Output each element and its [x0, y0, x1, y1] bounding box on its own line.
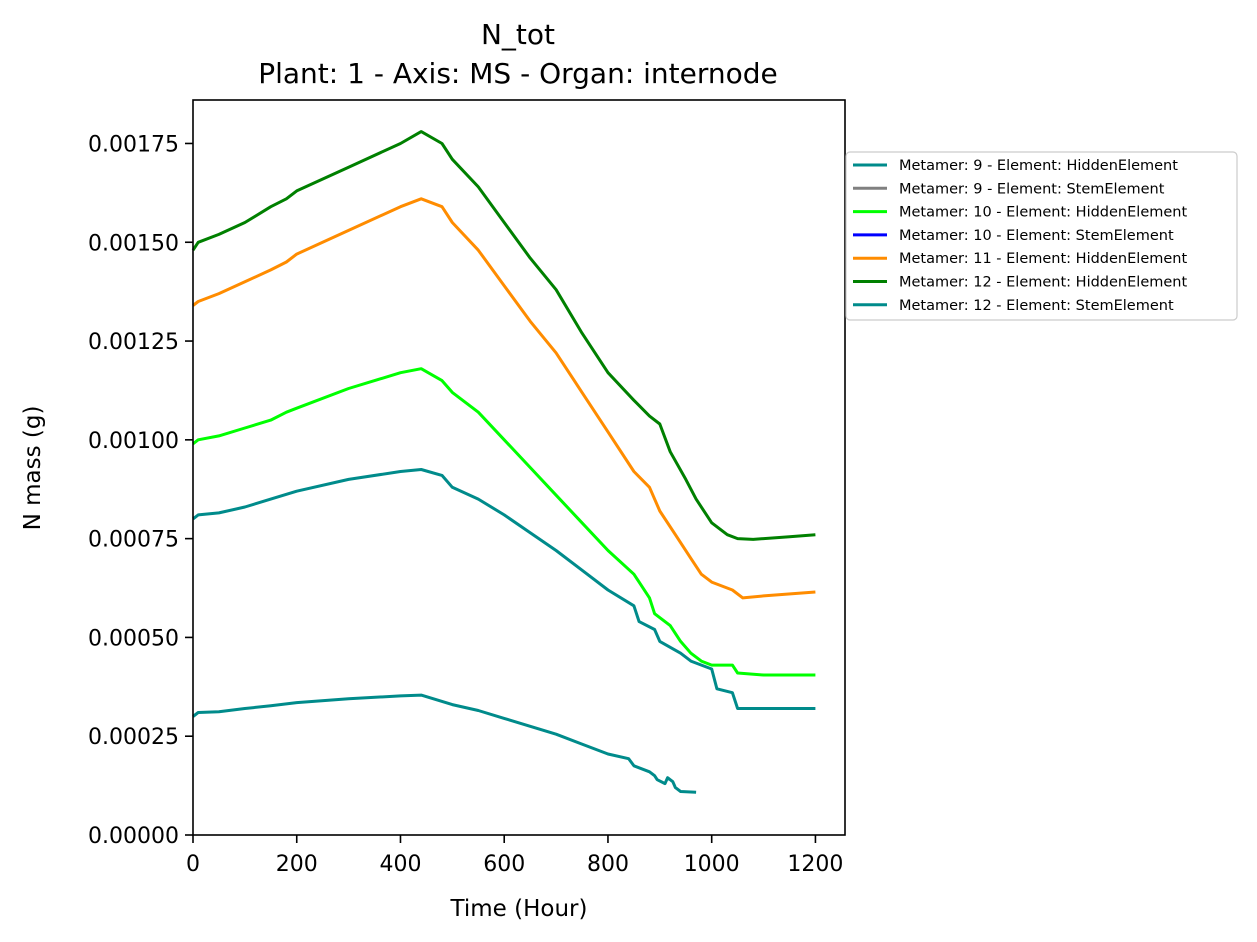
y-axis-label: N mass (g) [20, 406, 46, 531]
x-tick-label: 200 [276, 852, 318, 877]
series-line-5 [191, 130, 816, 541]
y-tick-label: 0.00125 [88, 330, 179, 355]
x-tick-label: 0 [186, 852, 200, 877]
x-tick-label: 1000 [684, 852, 740, 877]
series-line-4 [192, 197, 816, 600]
y-tick-label: 0.00075 [88, 528, 179, 553]
y-tick-label: 0.00150 [88, 231, 179, 256]
y-tick-label: 0.00000 [88, 824, 179, 849]
y-tick-label: 0.00025 [88, 725, 179, 750]
plot-frame [192, 99, 846, 836]
y-tick-label: 0.00100 [88, 429, 179, 454]
legend-entry-label: Metamer: 9 - Element: StemElement [899, 181, 1165, 197]
chart-subtitle: Plant: 1 - Axis: MS - Organ: internode [258, 57, 778, 90]
legend-entry-label: Metamer: 10 - Element: StemElement [899, 228, 1174, 244]
legend-entry-label: Metamer: 9 - Element: HiddenElement [899, 158, 1178, 174]
legend-entry-label: Metamer: 12 - Element: HiddenElement [899, 275, 1187, 291]
legend-entry-label: Metamer: 10 - Element: HiddenElement [899, 205, 1187, 221]
series-layer [191, 130, 816, 794]
series-line-6 [192, 468, 816, 710]
x-tick-label: 800 [587, 852, 629, 877]
series-line-2 [192, 367, 816, 677]
y-tick-label: 0.00050 [88, 626, 179, 651]
series-line-0 [192, 693, 697, 794]
legend-entry-label: Metamer: 11 - Element: HiddenElement [899, 251, 1187, 267]
x-axis-ticks: 0 200 400 600 800 1000 1200 [186, 835, 843, 877]
x-tick-label: 600 [483, 852, 525, 877]
y-tick-label: 0.00175 [88, 132, 179, 157]
legend-entry-label: Metamer: 12 - Element: StemElement [899, 298, 1174, 314]
legend-entries: Metamer: 9 - Element: HiddenElement Metam… [853, 158, 1187, 314]
legend-frame [845, 151, 1238, 321]
x-tick-label: 1200 [787, 852, 843, 877]
x-axis-label: Time (Hour) [450, 896, 588, 922]
x-tick-label: 400 [379, 852, 421, 877]
legend: Metamer: 9 - Element: HiddenElement Metam… [845, 151, 1238, 321]
y-axis-ticks: 0.00000 0.00025 0.00050 0.00075 0.00100 0.001… [88, 132, 193, 849]
chart-title: N_tot [481, 18, 555, 51]
